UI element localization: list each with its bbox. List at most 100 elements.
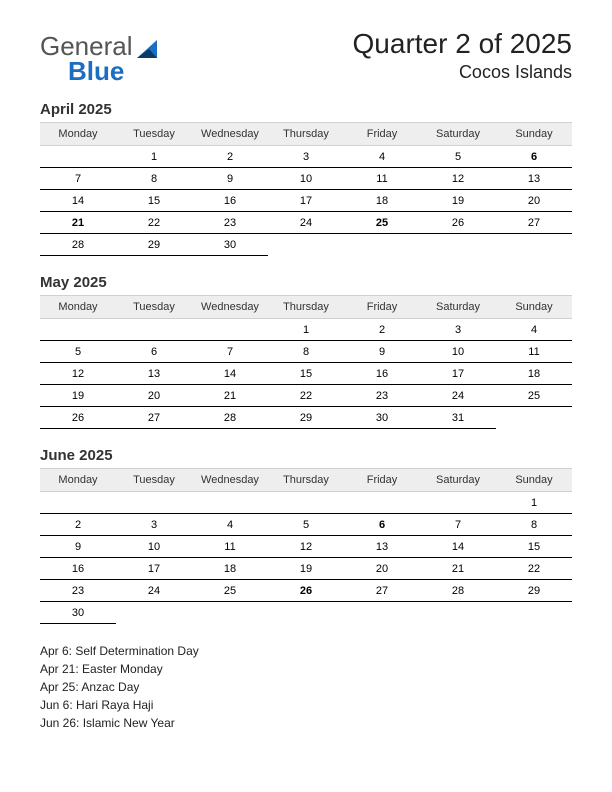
calendar-cell: 5 <box>268 514 344 536</box>
calendar-cell <box>496 407 572 429</box>
logo-text: General Blue <box>40 34 133 83</box>
calendar-cell: 15 <box>268 363 344 385</box>
calendar-cell: 19 <box>268 558 344 580</box>
weekday-header: Friday <box>344 296 420 319</box>
calendar-cell <box>344 234 420 256</box>
calendar-cell: 23 <box>344 385 420 407</box>
month-title: April 2025 <box>40 101 572 118</box>
weekday-header: Tuesday <box>116 296 192 319</box>
calendar-cell: 29 <box>268 407 344 429</box>
weekday-header: Thursday <box>268 469 344 492</box>
calendar-cell: 9 <box>192 168 268 190</box>
calendar-cell: 3 <box>420 319 496 341</box>
weekday-header: Thursday <box>268 296 344 319</box>
calendar-cell <box>420 492 496 514</box>
holiday-entry: Apr 25: Anzac Day <box>40 678 572 696</box>
calendar-cell <box>192 492 268 514</box>
calendar-cell: 4 <box>192 514 268 536</box>
calendar-cell: 20 <box>496 190 572 212</box>
calendar-cell: 5 <box>420 146 496 168</box>
calendar-cell: 8 <box>116 168 192 190</box>
holiday-list: Apr 6: Self Determination DayApr 21: Eas… <box>40 642 572 732</box>
calendar-cell: 15 <box>116 190 192 212</box>
calendar-cell <box>268 234 344 256</box>
calendar-table: MondayTuesdayWednesdayThursdayFridaySatu… <box>40 468 572 624</box>
calendar-cell: 11 <box>496 341 572 363</box>
calendar-cell: 9 <box>344 341 420 363</box>
calendar-cell: 25 <box>192 580 268 602</box>
calendar-cell: 1 <box>116 146 192 168</box>
logo-line1: General <box>40 34 133 59</box>
calendar-cell <box>116 319 192 341</box>
calendar-cell: 13 <box>344 536 420 558</box>
month-title: June 2025 <box>40 447 572 464</box>
weekday-header: Saturday <box>420 469 496 492</box>
calendar-cell: 19 <box>420 190 496 212</box>
weekday-header: Tuesday <box>116 123 192 146</box>
calendar-cell <box>420 234 496 256</box>
calendar-cell: 23 <box>192 212 268 234</box>
calendar-cell: 16 <box>40 558 116 580</box>
calendar-cell: 3 <box>116 514 192 536</box>
calendar-cell: 1 <box>496 492 572 514</box>
calendar-cell: 16 <box>344 363 420 385</box>
calendar-cell: 21 <box>192 385 268 407</box>
calendar-cell <box>496 602 572 624</box>
calendar-cell: 14 <box>40 190 116 212</box>
weekday-header: Sunday <box>496 296 572 319</box>
calendar-cell: 25 <box>344 212 420 234</box>
calendar-cell: 22 <box>116 212 192 234</box>
header: General Blue Quarter 2 of 2025 Cocos Isl… <box>40 28 572 83</box>
calendar-cell: 24 <box>268 212 344 234</box>
weekday-header: Friday <box>344 469 420 492</box>
calendar-cell: 19 <box>40 385 116 407</box>
calendar-cell: 30 <box>344 407 420 429</box>
page: General Blue Quarter 2 of 2025 Cocos Isl… <box>0 0 612 752</box>
calendar-cell: 18 <box>344 190 420 212</box>
calendar-cell: 7 <box>192 341 268 363</box>
title-block: Quarter 2 of 2025 Cocos Islands <box>353 28 572 83</box>
calendar-cell: 21 <box>40 212 116 234</box>
page-title: Quarter 2 of 2025 <box>353 28 572 60</box>
calendar-cell: 10 <box>268 168 344 190</box>
weekday-header: Monday <box>40 469 116 492</box>
calendar-cell: 17 <box>116 558 192 580</box>
calendar-cell: 20 <box>116 385 192 407</box>
weekday-header: Thursday <box>268 123 344 146</box>
weekday-header: Friday <box>344 123 420 146</box>
calendar-cell: 12 <box>268 536 344 558</box>
weekday-header: Sunday <box>496 123 572 146</box>
calendar-cell <box>116 492 192 514</box>
calendar-cell <box>496 234 572 256</box>
calendar-cell: 24 <box>420 385 496 407</box>
calendar-cell: 11 <box>344 168 420 190</box>
logo-line2: Blue <box>40 59 133 84</box>
calendar-cell: 12 <box>420 168 496 190</box>
page-subtitle: Cocos Islands <box>353 62 572 83</box>
calendar-cell <box>344 492 420 514</box>
weekday-header: Saturday <box>420 123 496 146</box>
calendar-cell: 22 <box>268 385 344 407</box>
weekday-header: Wednesday <box>192 123 268 146</box>
calendar-cell <box>40 492 116 514</box>
calendar-cell: 14 <box>192 363 268 385</box>
calendar-cell <box>192 602 268 624</box>
calendar-cell: 10 <box>420 341 496 363</box>
weekday-header: Monday <box>40 123 116 146</box>
calendar-cell: 18 <box>496 363 572 385</box>
calendar-cell: 29 <box>496 580 572 602</box>
holiday-entry: Jun 26: Islamic New Year <box>40 714 572 732</box>
calendar-cell: 28 <box>192 407 268 429</box>
calendar-cell: 17 <box>268 190 344 212</box>
calendar-cell: 22 <box>496 558 572 580</box>
calendar-cell: 28 <box>40 234 116 256</box>
calendar-cell: 7 <box>40 168 116 190</box>
month-block: May 2025MondayTuesdayWednesdayThursdayFr… <box>40 274 572 429</box>
calendar-cell: 21 <box>420 558 496 580</box>
holiday-entry: Apr 21: Easter Monday <box>40 660 572 678</box>
calendar-cell: 26 <box>268 580 344 602</box>
calendar-cell: 2 <box>344 319 420 341</box>
calendar-cell <box>40 319 116 341</box>
calendar-cell: 1 <box>268 319 344 341</box>
weekday-header: Wednesday <box>192 296 268 319</box>
